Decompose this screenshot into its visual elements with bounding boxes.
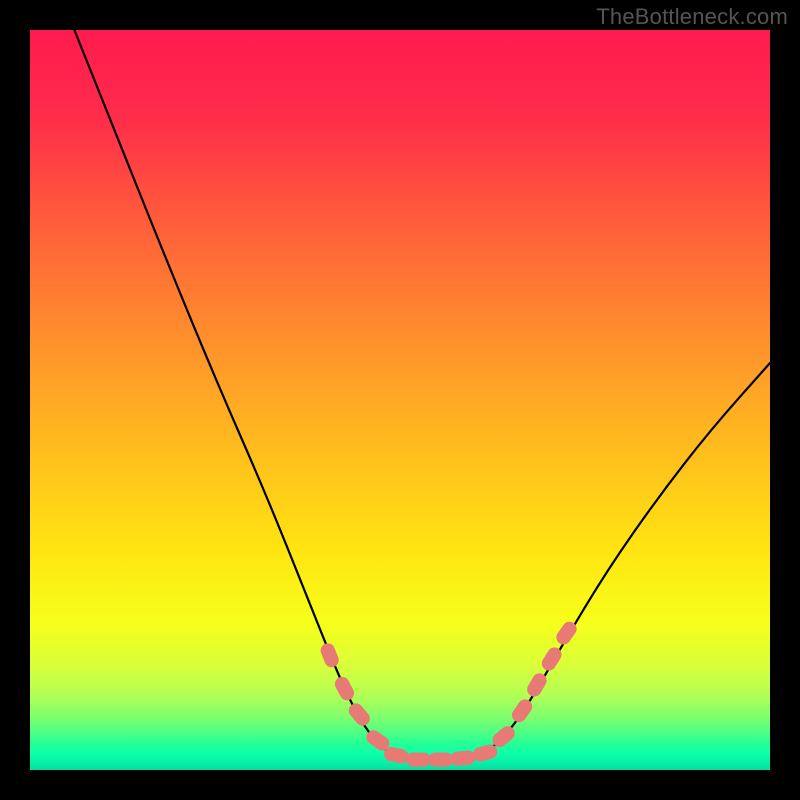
watermark-label: TheBottleneck.com <box>596 4 788 30</box>
bottleneck-chart <box>0 0 800 800</box>
curve-marker <box>429 753 453 766</box>
plot-background <box>30 30 770 770</box>
curve-marker <box>407 753 431 766</box>
chart-frame: TheBottleneck.com <box>0 0 800 800</box>
curve-marker <box>451 750 476 765</box>
